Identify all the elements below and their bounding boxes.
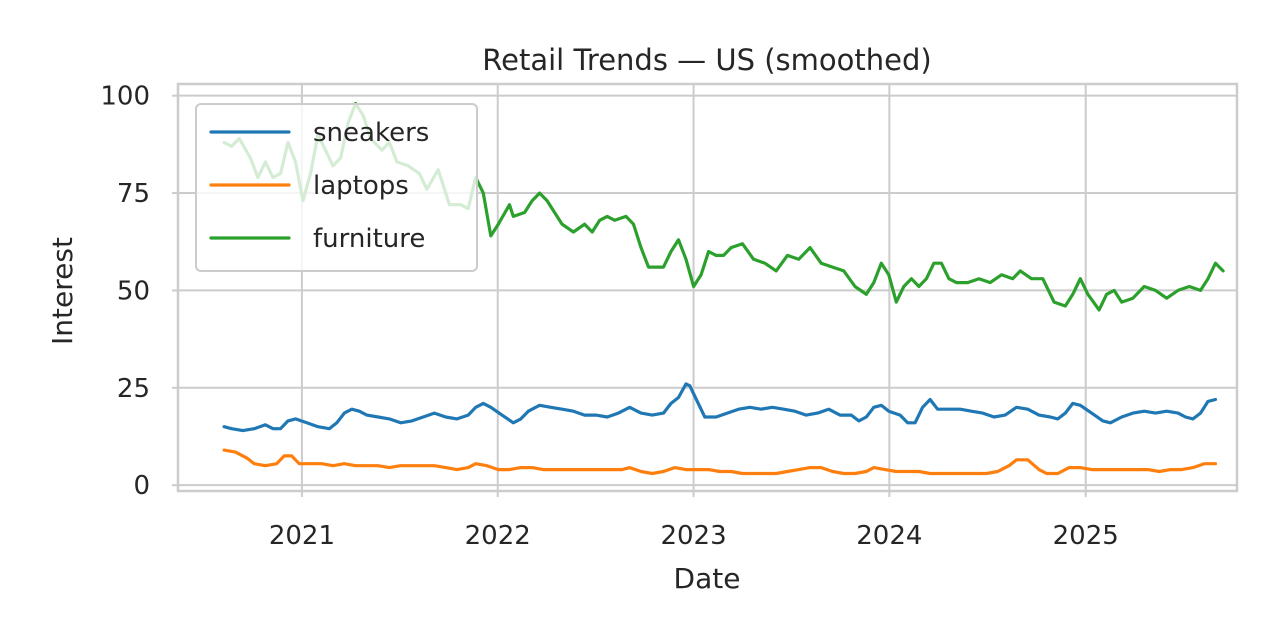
legend: sneakers laptops furniture (195, 103, 478, 272)
series-line-laptops (222, 448, 1218, 476)
series-line-sneakers (222, 382, 1218, 433)
x-tick-label: 2021 (269, 521, 335, 551)
x-tick-label: 2022 (465, 521, 531, 551)
x-tick-label: 2024 (856, 521, 922, 551)
y-tick-label: 100 (100, 82, 150, 112)
x-tick-label: 2025 (1053, 521, 1119, 551)
axis-ticks: 2021 2022 2023 2024 2025 0 25 50 75 100 (100, 82, 1118, 551)
x-tick-label: 2023 (660, 521, 726, 551)
y-tick-label: 25 (117, 374, 150, 404)
legend-label-laptops: laptops (313, 171, 409, 201)
y-tick-label: 50 (117, 276, 150, 306)
legend-label-sneakers: sneakers (313, 118, 429, 148)
y-tick-label: 75 (117, 179, 150, 209)
y-tick-label: 0 (133, 471, 150, 501)
legend-label-furniture: furniture (313, 224, 425, 254)
chart-title: Retail Trends — US (smoothed) (482, 43, 931, 77)
y-axis-label: Interest (46, 237, 79, 345)
legend-box (195, 103, 478, 272)
plot-frame (176, 82, 1239, 493)
x-axis-label: Date (674, 562, 741, 595)
